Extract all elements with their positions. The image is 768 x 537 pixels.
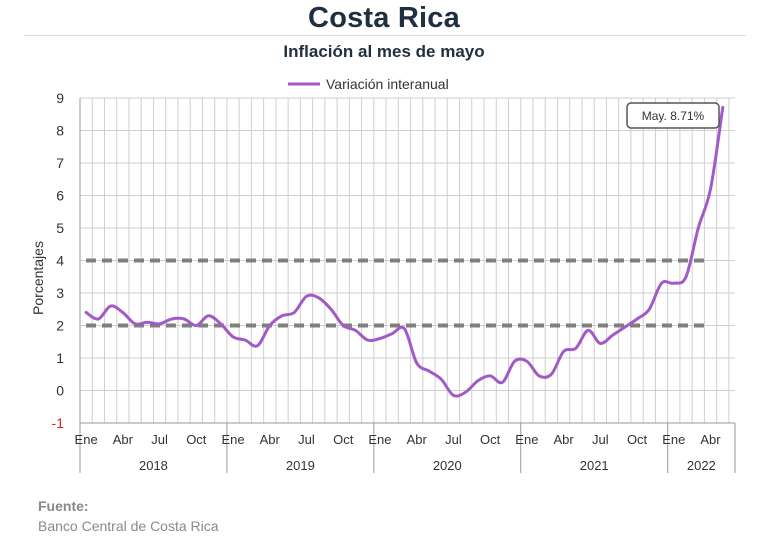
y-tick-label: 3: [56, 285, 64, 301]
year-label: 2018: [139, 458, 168, 473]
x-tick-label: Jul: [445, 432, 462, 447]
y-tick-label: 1: [56, 350, 64, 366]
y-tick-label: 8: [56, 123, 64, 139]
y-tick-label: 0: [56, 383, 64, 399]
y-tick-label: 7: [56, 155, 64, 171]
annotation-text: May. 8.71%: [642, 109, 705, 123]
year-label: 2019: [286, 458, 315, 473]
x-tick-label: Oct: [186, 432, 207, 447]
x-tick-label: Oct: [627, 432, 648, 447]
series-line-variacion-interanual: [84, 105, 725, 398]
chart-subtitle: Inflación al mes de mayo: [283, 42, 485, 61]
x-tick-label: Abr: [407, 432, 428, 447]
y-axis-label: Porcentajes: [30, 241, 46, 315]
x-tick-label: Ene: [368, 432, 391, 447]
x-tick-label: Ene: [662, 432, 685, 447]
annotation: May. 8.71%: [626, 102, 720, 129]
legend: Variación interanual: [288, 76, 449, 92]
y-tick-label: -1: [52, 415, 65, 431]
year-label: 2021: [580, 458, 609, 473]
x-tick-labels: Ene Abr Jul Oct Ene Abr Jul Oct Ene Abr Jul Oct Ene A…: [75, 432, 722, 473]
title-divider: [24, 35, 746, 36]
y-tick-label: 2: [56, 318, 64, 334]
year-label: 2020: [433, 458, 462, 473]
source-text: Banco Central de Costa Rica: [38, 518, 219, 534]
y-tick-label: 4: [56, 253, 64, 269]
y-tick-label: 9: [56, 90, 64, 106]
source-label: Fuente:: [38, 498, 89, 514]
chart-title: Costa Rica: [308, 2, 460, 34]
y-tick-label: 5: [56, 220, 64, 236]
y-tick-label: 6: [56, 188, 64, 204]
year-label: 2022: [687, 458, 716, 473]
x-tick-label: Abr: [260, 432, 281, 447]
x-tick-label: Jul: [592, 432, 609, 447]
x-tick-label: Ene: [221, 432, 244, 447]
x-tick-label: Jul: [298, 432, 315, 447]
series-lines: [84, 105, 725, 398]
x-tick-label: Oct: [333, 432, 354, 447]
reference-lines: [86, 258, 709, 328]
x-tick-label: Ene: [75, 432, 98, 447]
x-tick-label: Oct: [480, 432, 501, 447]
axes: [79, 98, 736, 473]
annotation-box: [626, 102, 720, 129]
x-tick-label: Abr: [700, 432, 721, 447]
x-tick-label: Abr: [553, 432, 574, 447]
x-tick-label: Abr: [113, 432, 134, 447]
legend-label: Variación interanual: [326, 76, 449, 92]
y-tick-labels: -1 0 1 2 3 4 5 6 7 8 9: [52, 90, 65, 431]
x-tick-label: Ene: [515, 432, 538, 447]
x-tick-label: Jul: [151, 432, 168, 447]
